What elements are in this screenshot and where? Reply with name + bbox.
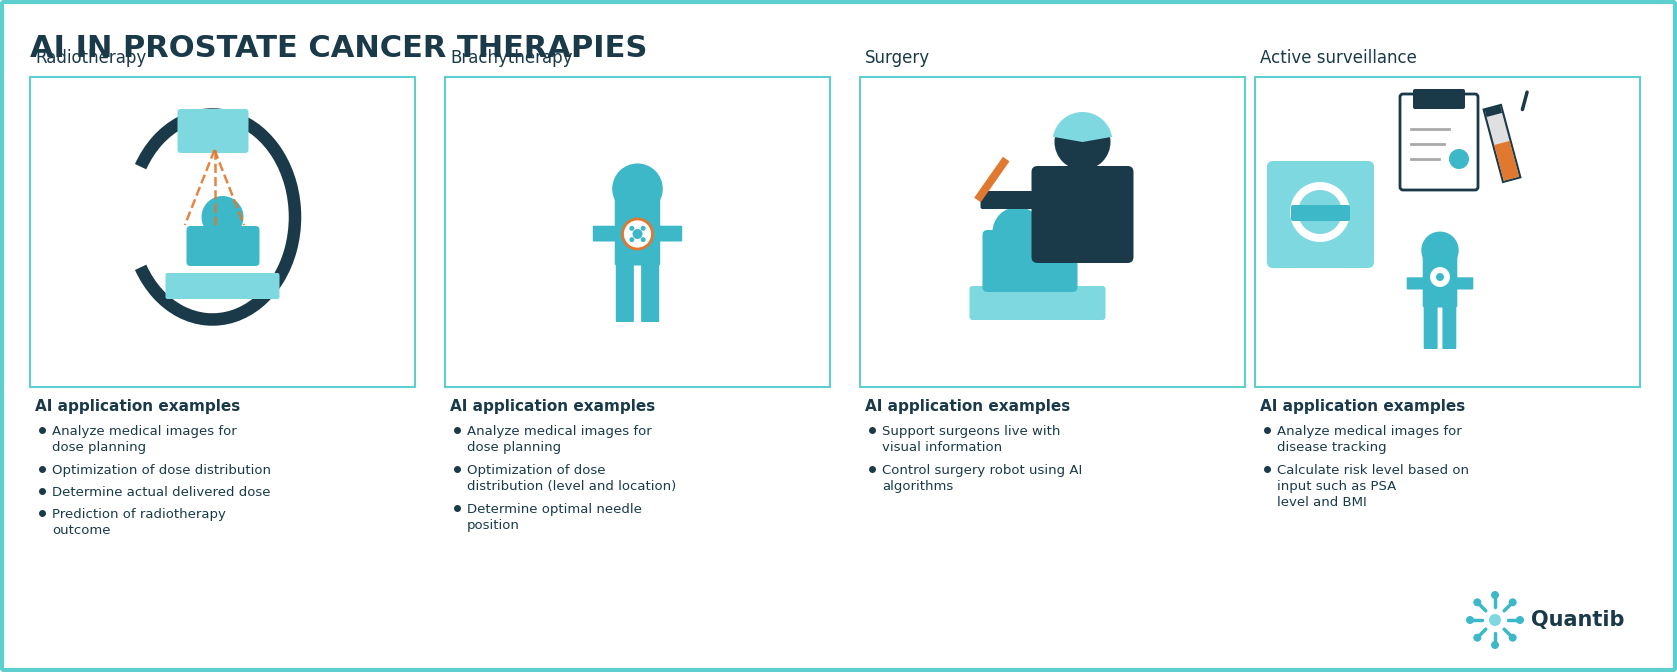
- Text: AI application examples: AI application examples: [865, 399, 1070, 414]
- FancyBboxPatch shape: [186, 226, 260, 266]
- Text: Surgery: Surgery: [865, 49, 931, 67]
- Circle shape: [629, 226, 634, 231]
- Polygon shape: [1484, 105, 1503, 117]
- FancyBboxPatch shape: [592, 226, 617, 241]
- Wedge shape: [1053, 112, 1112, 142]
- Circle shape: [1055, 114, 1110, 170]
- FancyBboxPatch shape: [1454, 278, 1474, 290]
- FancyBboxPatch shape: [1031, 166, 1134, 263]
- Text: Optimization of dose
distribution (level and location): Optimization of dose distribution (level…: [466, 464, 676, 493]
- FancyBboxPatch shape: [860, 77, 1244, 387]
- Polygon shape: [974, 157, 1010, 202]
- Circle shape: [612, 163, 662, 214]
- FancyBboxPatch shape: [657, 226, 683, 241]
- Text: Control surgery robot using AI
algorithms: Control surgery robot using AI algorithm…: [882, 464, 1082, 493]
- Text: AI application examples: AI application examples: [1259, 399, 1466, 414]
- FancyBboxPatch shape: [1254, 77, 1640, 387]
- Text: AI application examples: AI application examples: [35, 399, 240, 414]
- FancyBboxPatch shape: [1400, 94, 1477, 190]
- Text: AI IN PROSTATE CANCER THERAPIES: AI IN PROSTATE CANCER THERAPIES: [30, 34, 647, 63]
- Text: Radiotherapy: Radiotherapy: [35, 49, 146, 67]
- Circle shape: [1474, 634, 1481, 642]
- Circle shape: [1290, 182, 1350, 242]
- Circle shape: [1516, 616, 1524, 624]
- FancyBboxPatch shape: [981, 191, 1050, 209]
- Circle shape: [993, 207, 1043, 257]
- Circle shape: [1466, 616, 1474, 624]
- FancyBboxPatch shape: [1407, 278, 1425, 290]
- Circle shape: [1509, 598, 1516, 606]
- Text: Analyze medical images for
dose planning: Analyze medical images for dose planning: [466, 425, 652, 454]
- FancyBboxPatch shape: [1414, 89, 1466, 109]
- FancyBboxPatch shape: [615, 260, 634, 322]
- Circle shape: [641, 226, 646, 231]
- FancyBboxPatch shape: [969, 286, 1105, 320]
- Circle shape: [1436, 273, 1444, 281]
- FancyBboxPatch shape: [1442, 303, 1456, 349]
- Circle shape: [622, 219, 652, 249]
- Polygon shape: [1484, 105, 1521, 182]
- Text: Prediction of radiotherapy
outcome: Prediction of radiotherapy outcome: [52, 508, 226, 537]
- Polygon shape: [1494, 141, 1519, 181]
- Circle shape: [1429, 266, 1451, 288]
- Circle shape: [1489, 614, 1501, 626]
- Text: Support surgeons live with
visual information: Support surgeons live with visual inform…: [882, 425, 1060, 454]
- FancyBboxPatch shape: [166, 273, 280, 299]
- Circle shape: [1491, 591, 1499, 599]
- FancyBboxPatch shape: [444, 77, 830, 387]
- Circle shape: [1422, 232, 1459, 269]
- Circle shape: [629, 237, 634, 242]
- Circle shape: [201, 196, 243, 238]
- Text: Active surveillance: Active surveillance: [1259, 49, 1417, 67]
- Circle shape: [1298, 190, 1342, 234]
- FancyBboxPatch shape: [1424, 303, 1437, 349]
- Text: Analyze medical images for
disease tracking: Analyze medical images for disease track…: [1276, 425, 1462, 454]
- Text: Quantib: Quantib: [1531, 610, 1625, 630]
- Circle shape: [1491, 641, 1499, 649]
- FancyBboxPatch shape: [983, 230, 1078, 292]
- FancyBboxPatch shape: [1268, 161, 1373, 268]
- Circle shape: [1474, 598, 1481, 606]
- FancyBboxPatch shape: [30, 77, 414, 387]
- Text: Determine actual delivered dose: Determine actual delivered dose: [52, 486, 270, 499]
- Circle shape: [1449, 149, 1469, 169]
- Text: Optimization of dose distribution: Optimization of dose distribution: [52, 464, 272, 477]
- Circle shape: [641, 237, 646, 242]
- Circle shape: [1509, 634, 1516, 642]
- Text: Analyze medical images for
dose planning: Analyze medical images for dose planning: [52, 425, 236, 454]
- Text: Determine optimal needle
position: Determine optimal needle position: [466, 503, 642, 532]
- Circle shape: [632, 229, 642, 239]
- FancyBboxPatch shape: [1422, 253, 1457, 308]
- Text: Brachytherapy: Brachytherapy: [449, 49, 572, 67]
- FancyBboxPatch shape: [1291, 205, 1350, 221]
- FancyBboxPatch shape: [641, 260, 659, 322]
- Text: AI application examples: AI application examples: [449, 399, 656, 414]
- Text: Calculate risk level based on
input such as PSA
level and BMI: Calculate risk level based on input such…: [1276, 464, 1469, 509]
- FancyBboxPatch shape: [615, 192, 661, 265]
- FancyBboxPatch shape: [178, 109, 248, 153]
